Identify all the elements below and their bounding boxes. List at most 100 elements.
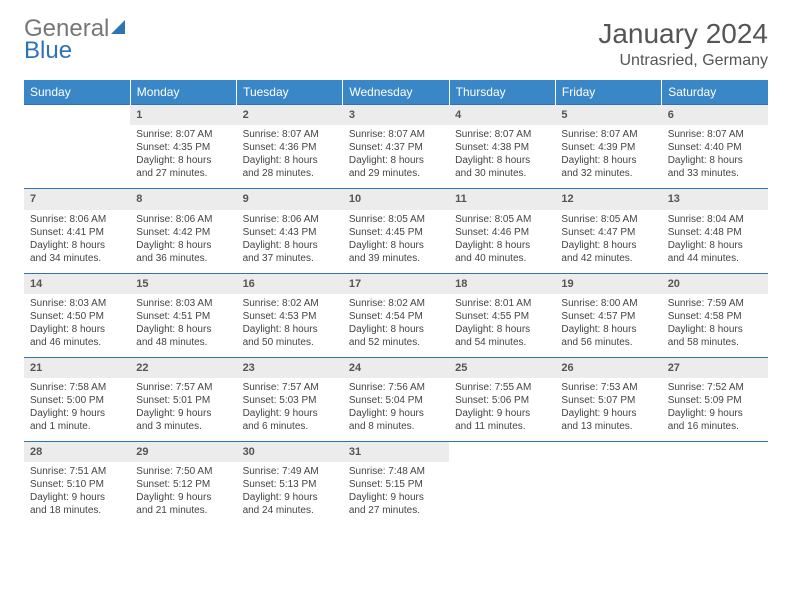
day-content-cell	[449, 462, 555, 525]
daylight-text: and 11 minutes.	[455, 420, 549, 433]
day-number-cell: 22	[130, 357, 236, 378]
sunrise-text: Sunrise: 8:06 AM	[136, 213, 230, 226]
daylight-text: Daylight: 9 hours	[349, 491, 443, 504]
sunset-text: Sunset: 4:38 PM	[455, 141, 549, 154]
day-number-cell: 30	[237, 442, 343, 463]
day-content-cell: Sunrise: 8:06 AMSunset: 4:41 PMDaylight:…	[24, 210, 130, 274]
day-content-row: Sunrise: 8:06 AMSunset: 4:41 PMDaylight:…	[24, 210, 768, 274]
logo-text-2: Blue	[24, 37, 72, 64]
day-content-row: Sunrise: 7:58 AMSunset: 5:00 PMDaylight:…	[24, 378, 768, 442]
day-content-row: Sunrise: 8:07 AMSunset: 4:35 PMDaylight:…	[24, 125, 768, 189]
day-content-row: Sunrise: 8:03 AMSunset: 4:50 PMDaylight:…	[24, 294, 768, 358]
sunset-text: Sunset: 4:37 PM	[349, 141, 443, 154]
day-number-cell: 2	[237, 105, 343, 126]
day-content-cell: Sunrise: 8:06 AMSunset: 4:43 PMDaylight:…	[237, 210, 343, 274]
sunrise-text: Sunrise: 8:03 AM	[136, 297, 230, 310]
daylight-text: Daylight: 8 hours	[455, 239, 549, 252]
sunset-text: Sunset: 4:47 PM	[561, 226, 655, 239]
daylight-text: Daylight: 9 hours	[30, 491, 124, 504]
sunrise-text: Sunrise: 7:51 AM	[30, 465, 124, 478]
day-number-cell: 5	[555, 105, 661, 126]
sunrise-text: Sunrise: 8:00 AM	[561, 297, 655, 310]
sunset-text: Sunset: 5:01 PM	[136, 394, 230, 407]
daylight-text: and 50 minutes.	[243, 336, 337, 349]
sunrise-text: Sunrise: 7:50 AM	[136, 465, 230, 478]
day-number-cell: 8	[130, 189, 236, 210]
sunset-text: Sunset: 4:46 PM	[455, 226, 549, 239]
daylight-text: Daylight: 8 hours	[668, 154, 762, 167]
daylight-text: Daylight: 9 hours	[136, 407, 230, 420]
weekday-header: Sunday	[24, 80, 130, 105]
daylight-text: and 58 minutes.	[668, 336, 762, 349]
day-content-cell	[24, 125, 130, 189]
day-content-cell: Sunrise: 8:03 AMSunset: 4:51 PMDaylight:…	[130, 294, 236, 358]
daylight-text: Daylight: 9 hours	[136, 491, 230, 504]
daylight-text: Daylight: 8 hours	[136, 323, 230, 336]
day-number-row: 123456	[24, 105, 768, 126]
sunrise-text: Sunrise: 7:55 AM	[455, 381, 549, 394]
daylight-text: and 56 minutes.	[561, 336, 655, 349]
day-number-cell: 31	[343, 442, 449, 463]
day-number-cell: 13	[662, 189, 768, 210]
daylight-text: Daylight: 8 hours	[349, 239, 443, 252]
sunrise-text: Sunrise: 8:02 AM	[243, 297, 337, 310]
sunrise-text: Sunrise: 8:07 AM	[136, 128, 230, 141]
day-number-cell: 16	[237, 273, 343, 294]
sunrise-text: Sunrise: 8:06 AM	[30, 213, 124, 226]
daylight-text: and 27 minutes.	[349, 504, 443, 517]
sunrise-text: Sunrise: 7:57 AM	[136, 381, 230, 394]
day-number-cell: 14	[24, 273, 130, 294]
day-number-cell: 23	[237, 357, 343, 378]
location-label: Untrasried, Germany	[598, 52, 768, 70]
day-content-cell: Sunrise: 8:07 AMSunset: 4:35 PMDaylight:…	[130, 125, 236, 189]
day-number-cell: 19	[555, 273, 661, 294]
daylight-text: Daylight: 9 hours	[455, 407, 549, 420]
daylight-text: Daylight: 9 hours	[561, 407, 655, 420]
sunset-text: Sunset: 4:54 PM	[349, 310, 443, 323]
daylight-text: Daylight: 8 hours	[30, 323, 124, 336]
daylight-text: Daylight: 9 hours	[243, 407, 337, 420]
sunset-text: Sunset: 4:53 PM	[243, 310, 337, 323]
daylight-text: Daylight: 8 hours	[136, 239, 230, 252]
day-number-cell	[555, 442, 661, 463]
day-number-cell: 25	[449, 357, 555, 378]
day-number-row: 14151617181920	[24, 273, 768, 294]
weekday-header: Wednesday	[343, 80, 449, 105]
daylight-text: and 28 minutes.	[243, 167, 337, 180]
sunset-text: Sunset: 4:39 PM	[561, 141, 655, 154]
sunrise-text: Sunrise: 7:59 AM	[668, 297, 762, 310]
day-number-row: 28293031	[24, 442, 768, 463]
daylight-text: and 24 minutes.	[243, 504, 337, 517]
daylight-text: Daylight: 9 hours	[349, 407, 443, 420]
calendar-table: Sunday Monday Tuesday Wednesday Thursday…	[24, 80, 768, 525]
daylight-text: and 8 minutes.	[349, 420, 443, 433]
sunset-text: Sunset: 4:48 PM	[668, 226, 762, 239]
sunrise-text: Sunrise: 7:48 AM	[349, 465, 443, 478]
day-number-cell: 6	[662, 105, 768, 126]
day-content-cell: Sunrise: 7:51 AMSunset: 5:10 PMDaylight:…	[24, 462, 130, 525]
day-content-cell: Sunrise: 8:07 AMSunset: 4:37 PMDaylight:…	[343, 125, 449, 189]
day-content-cell: Sunrise: 8:07 AMSunset: 4:36 PMDaylight:…	[237, 125, 343, 189]
day-content-cell: Sunrise: 8:00 AMSunset: 4:57 PMDaylight:…	[555, 294, 661, 358]
day-number-cell	[449, 442, 555, 463]
day-content-cell: Sunrise: 7:59 AMSunset: 4:58 PMDaylight:…	[662, 294, 768, 358]
sunrise-text: Sunrise: 8:06 AM	[243, 213, 337, 226]
day-content-cell: Sunrise: 8:05 AMSunset: 4:46 PMDaylight:…	[449, 210, 555, 274]
day-content-cell: Sunrise: 7:50 AMSunset: 5:12 PMDaylight:…	[130, 462, 236, 525]
sunrise-text: Sunrise: 8:04 AM	[668, 213, 762, 226]
daylight-text: and 30 minutes.	[455, 167, 549, 180]
sunset-text: Sunset: 5:07 PM	[561, 394, 655, 407]
daylight-text: Daylight: 8 hours	[455, 154, 549, 167]
weekday-header: Saturday	[662, 80, 768, 105]
day-content-cell: Sunrise: 8:03 AMSunset: 4:50 PMDaylight:…	[24, 294, 130, 358]
sunrise-text: Sunrise: 7:58 AM	[30, 381, 124, 394]
day-content-cell: Sunrise: 8:02 AMSunset: 4:54 PMDaylight:…	[343, 294, 449, 358]
sunset-text: Sunset: 5:03 PM	[243, 394, 337, 407]
page-header: GeneralBlue January 2024 Untrasried, Ger…	[24, 18, 768, 70]
sunrise-text: Sunrise: 7:52 AM	[668, 381, 762, 394]
sunset-text: Sunset: 4:55 PM	[455, 310, 549, 323]
day-content-cell: Sunrise: 7:57 AMSunset: 5:01 PMDaylight:…	[130, 378, 236, 442]
daylight-text: and 54 minutes.	[455, 336, 549, 349]
day-content-cell: Sunrise: 7:49 AMSunset: 5:13 PMDaylight:…	[237, 462, 343, 525]
daylight-text: and 29 minutes.	[349, 167, 443, 180]
